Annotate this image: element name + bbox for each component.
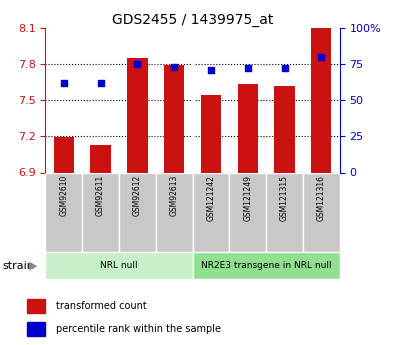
- Bar: [303, 172, 340, 252]
- Text: percentile rank within the sample: percentile rank within the sample: [56, 324, 221, 334]
- Text: GSM92613: GSM92613: [170, 175, 179, 216]
- Bar: [119, 172, 156, 252]
- Bar: [27, 299, 45, 313]
- Bar: [229, 172, 266, 252]
- Bar: [45, 172, 82, 252]
- Point: [245, 66, 251, 71]
- Bar: [193, 172, 229, 252]
- Text: NR2E3 transgene in NRL null: NR2E3 transgene in NRL null: [201, 261, 331, 270]
- Text: GSM121316: GSM121316: [317, 175, 326, 221]
- Point: [281, 66, 288, 71]
- Bar: [127, 58, 147, 172]
- Title: GDS2455 / 1439975_at: GDS2455 / 1439975_at: [112, 12, 273, 27]
- Bar: [238, 85, 258, 172]
- Text: GSM92611: GSM92611: [96, 175, 105, 216]
- Text: GSM92612: GSM92612: [133, 175, 142, 216]
- Bar: [311, 28, 331, 172]
- Text: NRL null: NRL null: [100, 261, 138, 270]
- Text: ▶: ▶: [29, 261, 38, 270]
- Bar: [193, 252, 340, 279]
- Text: GSM121315: GSM121315: [280, 175, 289, 221]
- Text: GSM121249: GSM121249: [243, 175, 252, 221]
- Bar: [275, 86, 295, 172]
- Bar: [82, 172, 119, 252]
- Bar: [201, 95, 221, 172]
- Point: [318, 54, 324, 59]
- Point: [171, 64, 177, 69]
- Bar: [90, 145, 111, 172]
- Bar: [156, 172, 193, 252]
- Bar: [45, 252, 193, 279]
- Bar: [27, 322, 45, 336]
- Bar: [164, 65, 184, 172]
- Point: [134, 61, 141, 67]
- Text: strain: strain: [2, 261, 34, 270]
- Text: transformed count: transformed count: [56, 301, 147, 311]
- Point: [208, 67, 214, 72]
- Point: [61, 80, 67, 86]
- Text: GSM92610: GSM92610: [59, 175, 68, 216]
- Point: [98, 80, 104, 86]
- Text: GSM121242: GSM121242: [207, 175, 215, 221]
- Bar: [266, 172, 303, 252]
- Bar: [54, 137, 74, 172]
